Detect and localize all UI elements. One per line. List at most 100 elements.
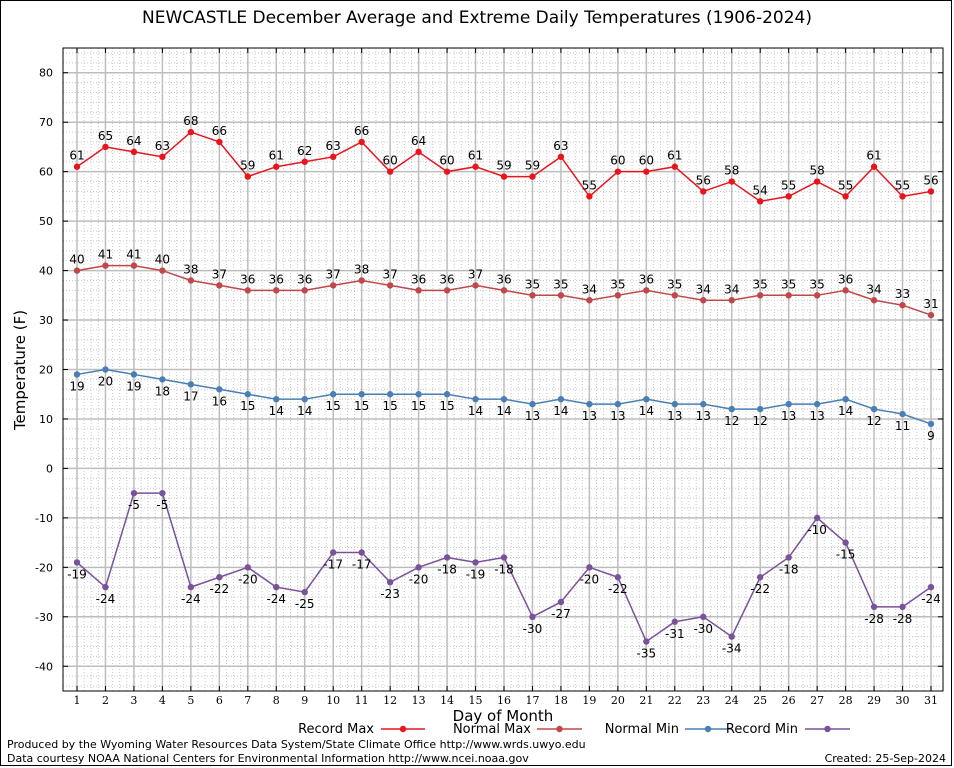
data-label: -20 (409, 572, 429, 586)
data-label: 37 (212, 267, 227, 281)
data-point (244, 564, 251, 571)
x-tick-label: 28 (839, 694, 853, 707)
data-point (870, 163, 878, 170)
x-tick-label: 1 (74, 694, 81, 707)
data-point (671, 618, 678, 625)
footer-produced-by: Produced by the Wyoming Water Resources … (7, 738, 586, 751)
legend-item-normal-max: Normal Max (453, 722, 582, 737)
y-tick-label: 0 (46, 462, 53, 475)
data-point (216, 138, 223, 146)
data-point (529, 173, 536, 180)
data-point (273, 395, 280, 403)
data-label: -19 (67, 567, 87, 581)
data-label: 36 (269, 272, 284, 286)
data-label: 55 (582, 178, 597, 192)
legend: Record Max Normal Max Normal Min Record Min (298, 722, 850, 737)
data-label: -24 (96, 592, 116, 606)
data-point (472, 395, 479, 403)
data-point (927, 311, 935, 319)
data-point (415, 287, 422, 294)
data-point (842, 395, 849, 403)
data-label: 36 (639, 272, 654, 286)
data-label: 15 (354, 399, 369, 413)
data-label: -25 (295, 597, 315, 611)
data-point (330, 549, 337, 556)
data-point (757, 292, 764, 299)
x-tick-label: 3 (130, 694, 137, 707)
data-point (700, 188, 707, 195)
major-grid (63, 48, 943, 691)
data-point (273, 583, 280, 591)
data-point (102, 143, 109, 151)
data-label: 19 (126, 379, 141, 393)
data-label: -30 (523, 622, 543, 636)
y-tick-label: -30 (35, 611, 53, 624)
data-point (330, 391, 337, 398)
x-tick-label: 16 (497, 694, 511, 707)
data-label: 14 (496, 404, 511, 418)
data-label: 40 (69, 253, 84, 267)
data-point (728, 633, 735, 640)
data-label: 56 (696, 173, 711, 187)
data-label: 61 (468, 149, 483, 163)
x-tick-label: 17 (525, 694, 539, 707)
data-label: 34 (866, 282, 881, 296)
data-label: 19 (69, 379, 84, 393)
data-label: 60 (382, 154, 397, 168)
data-point (330, 153, 337, 161)
y-axis-label: Temperature (F) (11, 310, 29, 431)
data-label: 11 (895, 419, 910, 433)
data-point (899, 410, 906, 418)
data-label: 36 (411, 272, 426, 286)
data-point (73, 163, 81, 170)
x-tick-label: 13 (412, 694, 426, 707)
data-point (842, 539, 849, 546)
data-point (386, 391, 394, 398)
data-label: 63 (326, 139, 341, 153)
data-label: -22 (750, 582, 770, 596)
data-point (785, 292, 792, 299)
data-point (415, 391, 422, 398)
data-label: 62 (297, 144, 312, 158)
data-label: -28 (893, 612, 913, 626)
x-tick-label: 24 (725, 694, 739, 707)
data-label: 36 (838, 272, 853, 286)
data-point (330, 282, 337, 289)
data-point (614, 400, 622, 408)
y-tick-label: 30 (39, 314, 53, 327)
x-tick-label: 30 (896, 694, 910, 707)
data-point (785, 554, 792, 561)
data-point (700, 613, 707, 621)
data-label: 41 (98, 248, 113, 262)
data-label: 34 (724, 282, 739, 296)
data-label: 35 (667, 277, 682, 291)
data-label: 61 (69, 149, 84, 163)
data-label: -28 (864, 612, 884, 626)
data-point (159, 267, 166, 274)
data-label: 59 (240, 159, 255, 173)
data-label: -18 (779, 562, 799, 576)
data-point (870, 297, 878, 304)
data-label: 15 (382, 399, 397, 413)
data-point (472, 559, 479, 566)
data-point (102, 366, 109, 373)
data-point (301, 395, 308, 403)
data-label: -5 (128, 498, 140, 512)
y-tick-label: -10 (35, 512, 53, 525)
data-label: -18 (437, 562, 457, 576)
data-point (73, 559, 81, 566)
data-point (187, 128, 195, 136)
data-label: 13 (696, 409, 711, 423)
x-tick-label: 8 (273, 694, 280, 707)
x-tick-label: 9 (301, 694, 308, 707)
data-label: 14 (639, 404, 654, 418)
data-point (130, 262, 138, 269)
data-point (899, 603, 906, 611)
data-label: 58 (724, 164, 739, 178)
data-label: 59 (525, 159, 540, 173)
data-label: 54 (753, 183, 768, 197)
data-label: 58 (809, 164, 824, 178)
data-point (358, 277, 365, 284)
data-point (785, 193, 792, 200)
series-record-max: 61 65 64 63 68 66 59 61 62 63 66 60 64 60 61 59 59 63 55 60… (69, 114, 939, 205)
